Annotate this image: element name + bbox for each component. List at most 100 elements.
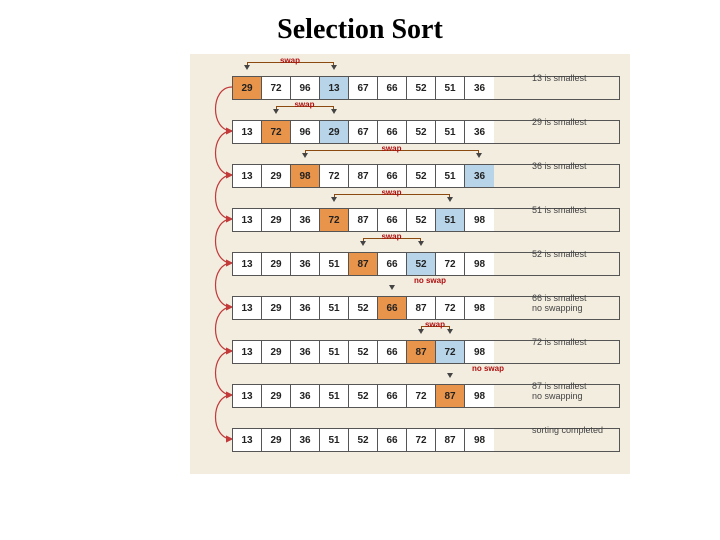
step-row: swap13729629676652513629 is smallest: [232, 110, 620, 144]
array-cell: 52: [407, 209, 436, 231]
array-cell: 13: [233, 341, 262, 363]
array-cell: 13: [233, 253, 262, 275]
swap-arrow-icon: [447, 373, 453, 378]
step-caption: 72 is smallest: [532, 338, 627, 348]
swap-arrow-icon: [244, 65, 250, 70]
array-cell: 36: [291, 429, 320, 451]
swap-arrow-icon: [331, 65, 337, 70]
step-caption: 36 is smallest: [532, 162, 627, 172]
array-cell: 29: [262, 209, 291, 231]
array-cell: 72: [262, 121, 291, 143]
array-cell: 51: [436, 209, 465, 231]
swap-arrow-icon: [360, 241, 366, 246]
array-cell: 13: [233, 429, 262, 451]
array-cell: 36: [465, 121, 494, 143]
array-cell: 98: [465, 341, 494, 363]
array-cell: 51: [320, 429, 349, 451]
array-cell: 98: [465, 253, 494, 275]
step-connector-arrow: [216, 175, 233, 219]
array-cell: 36: [291, 253, 320, 275]
array-cell: 51: [436, 121, 465, 143]
step-connector-arrow: [216, 131, 233, 175]
step-caption: 66 is smallestno swapping: [532, 294, 627, 314]
swap-arrow-icon: [273, 109, 279, 114]
step-row: no swap13293651526672879887 is smallestn…: [232, 374, 620, 408]
array-cell: 87: [436, 385, 465, 407]
step-caption: sorting completed: [532, 426, 627, 436]
step-connector-arrow: [216, 219, 233, 263]
step-caption: 87 is smallestno swapping: [532, 382, 627, 402]
swap-arrow-icon: [331, 109, 337, 114]
array-cell: 98: [291, 165, 320, 187]
step-row: swap29729613676652513613 is smallest: [232, 66, 620, 100]
swap-arrow-icon: [418, 241, 424, 246]
array-cell: 72: [436, 297, 465, 319]
step-connector-arrow: [216, 351, 233, 395]
array-cell: 52: [407, 121, 436, 143]
array-cell: 98: [465, 209, 494, 231]
array-cell: 52: [349, 385, 378, 407]
step-caption: 29 is smallest: [532, 118, 627, 128]
array-cell: 29: [262, 165, 291, 187]
array-cell: 72: [320, 209, 349, 231]
array-cell: 98: [465, 385, 494, 407]
array-cell: 29: [262, 341, 291, 363]
array-cell: 52: [349, 429, 378, 451]
array-cell: 72: [407, 429, 436, 451]
array-cell: 29: [320, 121, 349, 143]
array-cell: 66: [378, 165, 407, 187]
array-cell: 66: [378, 429, 407, 451]
array-cell: 29: [233, 77, 262, 99]
step-connectors: [196, 54, 232, 474]
array-cell: 67: [349, 77, 378, 99]
swap-label: swap: [290, 100, 320, 110]
step-connector-arrow: [216, 307, 233, 351]
array-cell: 52: [349, 297, 378, 319]
array-cell: 66: [378, 297, 407, 319]
array-cell: 87: [407, 297, 436, 319]
step-row: swap13293651526687729872 is smallest: [232, 330, 620, 364]
array-cell: 72: [436, 341, 465, 363]
swap-arrow-icon: [302, 153, 308, 158]
step-row: swap13293672876652519851 is smallest: [232, 198, 620, 232]
array-cell: 51: [436, 165, 465, 187]
swap-arrow-icon: [418, 329, 424, 334]
array-cell: 29: [262, 253, 291, 275]
array-cell: 51: [320, 253, 349, 275]
array-cell: 13: [320, 77, 349, 99]
array-cell: 36: [291, 341, 320, 363]
array-cell: 66: [378, 253, 407, 275]
array-cell: 72: [407, 385, 436, 407]
step-row: swap13299872876652513636 is smallest: [232, 154, 620, 188]
array-cell: 87: [407, 341, 436, 363]
array-cell: 87: [349, 253, 378, 275]
step-connector-arrow: [216, 263, 233, 307]
swap-arrow-icon: [447, 197, 453, 202]
array-cell: 36: [291, 385, 320, 407]
step-caption: 13 is smallest: [532, 74, 627, 84]
swap-arrow-icon: [447, 329, 453, 334]
array-cell: 29: [262, 385, 291, 407]
array-cell: 98: [465, 429, 494, 451]
array-cell: 13: [233, 297, 262, 319]
array-cell: 66: [378, 77, 407, 99]
array-cell: 87: [436, 429, 465, 451]
array-cell: 67: [349, 121, 378, 143]
array-cell: 66: [378, 341, 407, 363]
no-swap-label: no swap: [408, 276, 452, 286]
swap-label: swap: [377, 232, 407, 242]
step-caption: 52 is smallest: [532, 250, 627, 260]
step-row: 132936515266728798sorting completed: [232, 418, 620, 452]
array-cell: 52: [407, 165, 436, 187]
step-connector-arrow: [216, 395, 233, 439]
array-cell: 87: [349, 209, 378, 231]
array-cell: 51: [320, 341, 349, 363]
array-cell: 52: [349, 341, 378, 363]
swap-arrow-icon: [389, 285, 395, 290]
page-title: Selection Sort: [0, 0, 720, 54]
array-cell: 51: [320, 297, 349, 319]
swap-label: swap: [275, 56, 305, 66]
array-cell: 13: [233, 209, 262, 231]
array-cell: 96: [291, 77, 320, 99]
array-cell: 98: [465, 297, 494, 319]
